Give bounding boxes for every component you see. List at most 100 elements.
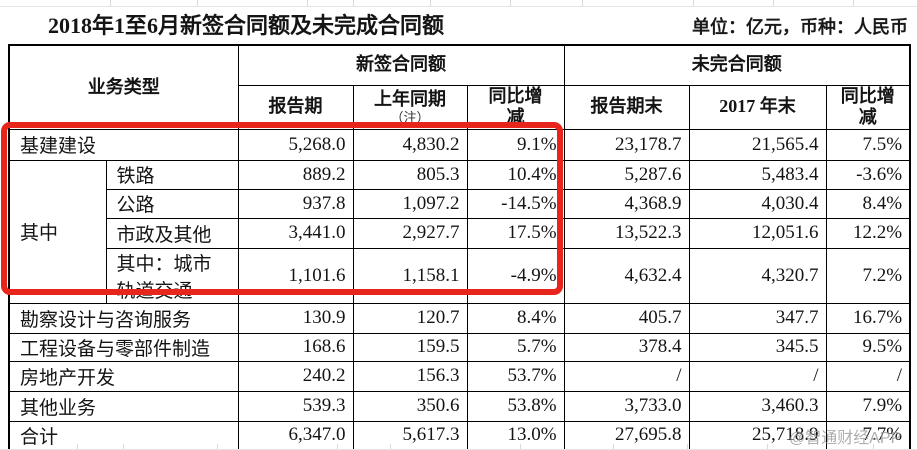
- header-business-type: 业务类型: [8, 44, 239, 130]
- row-label: 工程设备与零部件制造: [8, 332, 239, 362]
- cell-value: 4,830.2: [352, 128, 468, 161]
- row-label: 房地产开发: [8, 360, 239, 392]
- cell-value: 23,178.7: [563, 128, 690, 161]
- cell-value: 1,097.2: [352, 188, 468, 219]
- page-title: 2018年1至6月新签合同额及未完成合同额: [48, 13, 445, 38]
- table-header-group-row: 业务类型 新签合同额 未完合同额: [8, 44, 911, 130]
- cell-value: 53.7%: [466, 360, 565, 392]
- cell-value: 159.5: [352, 332, 468, 362]
- cell-value: 25,718.9: [688, 420, 827, 450]
- cell-value: 3,733.0: [563, 390, 690, 422]
- cell-value: 5,287.6: [563, 159, 690, 190]
- gridline-tick: [520, 444, 521, 450]
- gridline-tick: [430, 0, 431, 6]
- gridline-tick: [582, 0, 583, 6]
- unit-currency-note: 单位：亿元，币种：人民币: [692, 17, 908, 37]
- gridline-tick: [693, 0, 694, 6]
- cell-value: 168.6: [237, 332, 354, 362]
- row-label: 公路: [105, 188, 239, 219]
- table-row-railway: 其中 铁路 889.2 805.3 10.4% 5,287.6 5,483.4 …: [8, 159, 911, 304]
- table-row-survey-design: 勘察设计与咨询服务 130.9 120.7 8.4% 405.7 347.7 1…: [8, 302, 911, 334]
- cell-value: 17.5%: [466, 217, 565, 249]
- cell-value: -4.9%: [466, 247, 565, 304]
- cell-value: 5,617.3: [352, 420, 468, 450]
- header-prev-year-period-label: 上年同期: [374, 89, 446, 110]
- cell-value: /: [688, 360, 827, 392]
- cell-value: 4,030.4: [688, 188, 827, 219]
- cell-value: 347.7: [688, 302, 827, 334]
- gridline-tick: [197, 0, 198, 6]
- cell-value: 539.3: [237, 390, 354, 422]
- gridline-tick: [307, 0, 308, 6]
- cell-value: 13.0%: [466, 420, 565, 450]
- gridline-tick: [217, 444, 218, 450]
- cell-value: 130.9: [237, 302, 354, 334]
- cell-value: 937.8: [237, 188, 354, 219]
- cell-value: -14.5%: [466, 188, 565, 219]
- cell-value: /: [563, 360, 690, 392]
- row-label: 铁路: [105, 159, 239, 190]
- gridline-tick: [77, 444, 78, 450]
- cell-value: 12,051.6: [688, 217, 827, 249]
- row-label: 基建建设: [8, 128, 239, 161]
- cell-value: 12.2%: [825, 217, 911, 249]
- cell-value: -3.6%: [825, 159, 911, 190]
- cell-value: 7.2%: [825, 247, 911, 304]
- cell-value: 21,565.4: [688, 128, 827, 161]
- cell-value: 4,320.7: [688, 247, 827, 304]
- header-report-period-end: 报告期末: [563, 84, 690, 130]
- cell-value: 53.8%: [466, 390, 565, 422]
- gridline-tick: [337, 444, 338, 450]
- cell-value: 4,632.4: [563, 247, 690, 304]
- cell-value: 3,460.3: [688, 390, 827, 422]
- cell-value: 120.7: [352, 302, 468, 334]
- table-row-total: 合计 6,347.0 5,617.3 13.0% 27,695.8 25,718…: [8, 420, 911, 450]
- cell-value: 3,441.0: [237, 217, 354, 249]
- header-report-period: 报告期: [237, 84, 354, 130]
- cell-value: 4,368.9: [563, 188, 690, 219]
- cell-value: 805.3: [352, 159, 468, 190]
- row-label: 勘察设计与咨询服务: [8, 302, 239, 334]
- table-row-infrastructure: 基建建设 5,268.0 4,830.2 9.1% 23,178.7 21,56…: [8, 128, 911, 161]
- cell-value: 13,522.3: [563, 217, 690, 249]
- cell-value: 8.4%: [825, 188, 911, 219]
- gridline-horizontal: [0, 6, 917, 7]
- cell-value: 7.9%: [825, 390, 911, 422]
- cell-value: 7.7%: [825, 420, 911, 450]
- table-row-other-business: 其他业务 539.3 350.6 53.8% 3,733.0 3,460.3 7…: [8, 390, 911, 422]
- gridline-tick: [510, 0, 511, 6]
- table-row-equipment-manufacturing: 工程设备与零部件制造 168.6 159.5 5.7% 378.4 345.5 …: [8, 332, 911, 362]
- cell-value: 5.7%: [466, 332, 565, 362]
- gridline-tick: [773, 0, 774, 6]
- table-row-real-estate: 房地产开发 240.2 156.3 53.7% / / /: [8, 360, 911, 392]
- table-row-urban-rail: 其中：城市 轨道交通 1,101.6 1,158.1 -4.9% 4,632.4…: [9, 247, 911, 304]
- table-row-municipal: 市政及其他 3,441.0 2,927.7 17.5% 13,522.3 12,…: [9, 217, 911, 249]
- cell-value: 9.1%: [466, 128, 565, 161]
- row-label: 市政及其他: [105, 217, 239, 249]
- cell-value: 889.2: [237, 159, 354, 190]
- gridline-tick: [873, 444, 874, 450]
- gridline-tick: [390, 444, 391, 450]
- gridline-tick: [123, 444, 124, 450]
- cell-value: 350.6: [352, 390, 468, 422]
- cell-value: 2,927.7: [352, 217, 468, 249]
- cell-value: 8.4%: [466, 302, 565, 334]
- gridline-tick: [110, 0, 111, 6]
- header-unfinished-contracts-group: 未完合同额: [563, 44, 911, 86]
- watermark: @智通财经APP: [789, 430, 902, 447]
- cell-value: 7.5%: [825, 128, 911, 161]
- contract-amount-table: 业务类型 新签合同额 未完合同额 报告期 上年同期 （注） 同比增 减 报告期末…: [8, 44, 912, 450]
- table-row-highway: 公路 937.8 1,097.2 -14.5% 4,368.9 4,030.4 …: [9, 188, 911, 219]
- cell-value: 6,347.0: [237, 420, 354, 450]
- row-group-label: 其中: [8, 159, 107, 304]
- row-label: 其他业务: [8, 390, 239, 422]
- gridline-tick: [613, 444, 614, 450]
- row-label: 其中：城市 轨道交通: [105, 247, 239, 304]
- cell-value: 1,158.1: [352, 247, 468, 304]
- header-new-contracts-group: 新签合同额: [237, 44, 565, 86]
- cell-value: 405.7: [563, 302, 690, 334]
- cell-value: 27,695.8: [563, 420, 690, 450]
- cell-value: 9.5%: [825, 332, 911, 362]
- gridline-tick: [353, 0, 354, 6]
- cell-value: 1,101.6: [237, 247, 354, 304]
